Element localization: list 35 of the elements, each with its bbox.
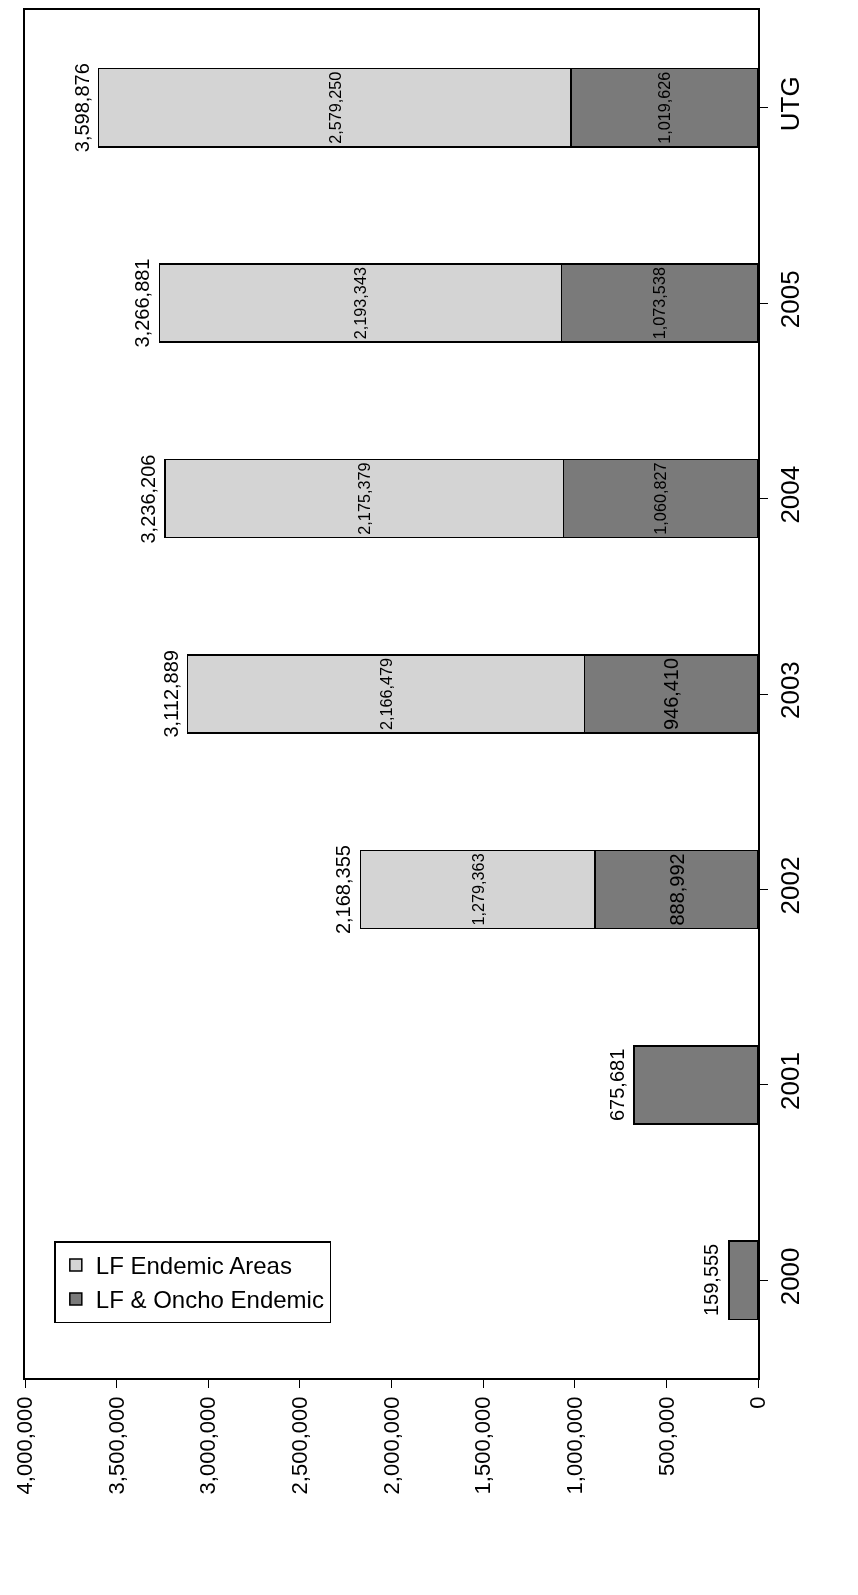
data-label: 946,410 xyxy=(660,657,683,731)
x-tick-label: 500,000 xyxy=(653,1396,679,1477)
total-label: 2,168,355 xyxy=(332,845,355,935)
data-label: 2,175,379 xyxy=(354,462,373,535)
data-label: 888,992 xyxy=(665,853,688,926)
y-tick-label: 2003 xyxy=(774,661,805,720)
total-label: 3,598,876 xyxy=(70,63,93,153)
x-tick-label: 3,500,000 xyxy=(103,1396,129,1495)
x-tick-label: 3,000,000 xyxy=(195,1396,221,1495)
legend-label: LF Endemic Areas xyxy=(95,1252,292,1280)
legend-label: LF & Oncho Endemic xyxy=(95,1286,324,1314)
y-tick-label: 2004 xyxy=(774,465,805,524)
y-tick-label: 2001 xyxy=(774,1052,805,1110)
y-tick-label: 2002 xyxy=(774,856,805,915)
data-label: 1,279,363 xyxy=(468,853,487,926)
data-label: 2,166,479 xyxy=(376,657,395,731)
y-tick-label: 2000 xyxy=(774,1247,805,1306)
data-label: 1,019,626 xyxy=(655,71,674,144)
data-label: 2,193,343 xyxy=(350,267,369,340)
y-tick-label: 2005 xyxy=(774,270,805,329)
x-tick-label: 2,000,000 xyxy=(378,1396,404,1495)
total-label: 3,236,206 xyxy=(137,454,160,544)
data-label: 1,073,538 xyxy=(650,267,669,340)
x-tick-label: 4,000,000 xyxy=(12,1396,38,1495)
total-label: 3,266,881 xyxy=(131,258,154,348)
total-label: 159,555 xyxy=(700,1243,723,1317)
data-label: 1,060,827 xyxy=(651,462,670,535)
data-label: 2,579,250 xyxy=(325,71,344,144)
x-tick-label: 0 xyxy=(745,1396,771,1409)
total-label: 3,112,889 xyxy=(159,650,182,738)
x-tick-label: 1,500,000 xyxy=(470,1396,496,1495)
x-tick-label: 2,500,000 xyxy=(287,1396,313,1495)
total-label: 675,681 xyxy=(606,1048,629,1122)
y-tick-label: UTG xyxy=(774,76,805,132)
x-tick-label: 1,000,000 xyxy=(561,1396,587,1495)
